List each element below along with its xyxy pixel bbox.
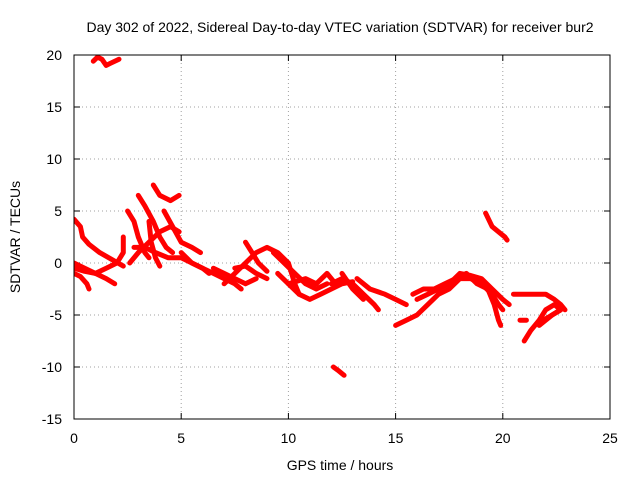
- data-trace-s28: [483, 210, 510, 243]
- data-trace-s21: [328, 276, 381, 313]
- data-trace-s31: [536, 307, 564, 328]
- data-trace-s12: [146, 218, 163, 269]
- x-tick-label: 5: [177, 430, 185, 446]
- data-trace-s2: [74, 234, 126, 276]
- y-tick-label: 10: [46, 151, 62, 167]
- data-trace-s8: [135, 192, 176, 256]
- data-series: [74, 55, 568, 378]
- y-tick-label: 20: [46, 47, 62, 63]
- x-tick-label: 10: [281, 430, 297, 446]
- x-tick-label: 25: [602, 430, 618, 446]
- data-trace-s5: [90, 55, 122, 68]
- grid: [74, 55, 610, 419]
- data-trace-s23: [354, 276, 409, 308]
- data-trace-s17: [232, 263, 270, 282]
- y-tick-label: -10: [42, 359, 62, 375]
- x-tick-label: 20: [495, 430, 511, 446]
- data-trace-s13: [178, 250, 244, 292]
- data-trace-s1: [74, 216, 126, 269]
- data-trace-s22: [339, 270, 366, 302]
- data-trace-s14: [210, 265, 259, 287]
- data-trace-s30: [511, 291, 568, 313]
- y-axis-label: SDTVAR / TECUs: [7, 181, 23, 293]
- x-axis-label: GPS time / hours: [287, 457, 394, 473]
- chart-title: Day 302 of 2022, Sidereal Day-to-day VTE…: [86, 19, 593, 35]
- y-tick-label: 0: [54, 255, 62, 271]
- data-trace-s3: [74, 270, 92, 292]
- plot-frame: [73, 54, 611, 420]
- data-trace-s7: [125, 208, 152, 261]
- y-tick-label: -5: [50, 307, 63, 323]
- y-tick-labels: -15 -10 -5 0 5 10 15 20: [42, 47, 62, 427]
- y-tick-label: 15: [46, 99, 62, 115]
- data-trace-s27: [414, 270, 512, 308]
- data-trace-s9: [150, 182, 182, 204]
- data-trace-s4: [74, 260, 118, 287]
- x-tick-label: 0: [70, 430, 78, 446]
- data-trace-s16: [243, 239, 270, 274]
- data-trace-s11: [161, 208, 203, 256]
- x-tick-label: 15: [388, 430, 404, 446]
- y-tick-label: 5: [54, 203, 62, 219]
- data-trace-s20: [285, 270, 339, 287]
- data-trace-s24: [330, 364, 347, 378]
- x-tick-labels: 0 5 10 15 20 25: [70, 430, 618, 446]
- y-tick-label: -15: [42, 411, 62, 427]
